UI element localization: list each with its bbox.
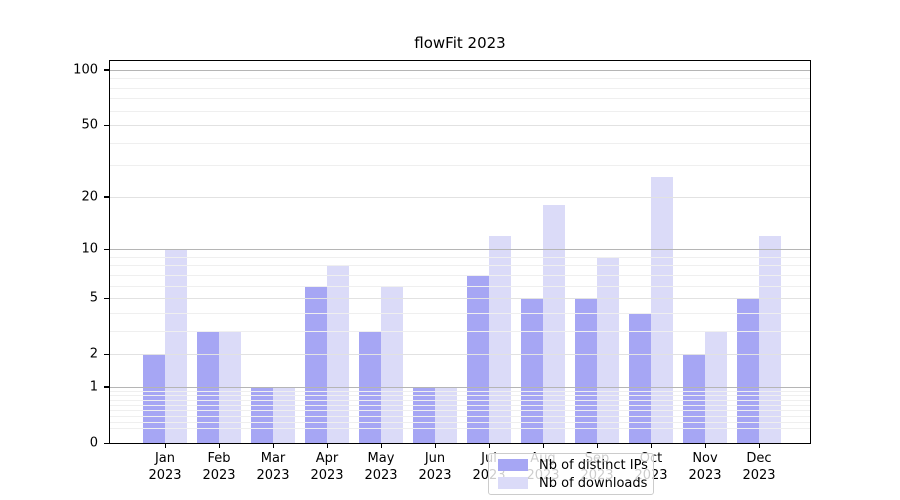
x-tick-label-feb: Feb 2023 [202, 451, 236, 483]
x-tick-nov [704, 443, 706, 448]
y-tick-label-0: 0 [89, 435, 98, 451]
bar-downloads-may [381, 285, 403, 443]
y-tick-label-2: 2 [89, 346, 98, 362]
x-tick-year: 2023 [256, 468, 290, 483]
x-tick-label-dec: Dec 2023 [742, 451, 776, 483]
legend-label-downloads: Nb of downloads [539, 475, 648, 491]
x-tick-year: 2023 [688, 468, 722, 483]
x-tick-year: 2023 [310, 468, 344, 483]
x-tick-jun [434, 443, 436, 448]
bar-distinct-ips-jul [467, 274, 489, 443]
x-tick-may [380, 443, 382, 448]
bar-downloads-aug [543, 205, 565, 443]
x-tick-dec [758, 443, 760, 448]
legend: Nb of distinct IPs Nb of downloads [488, 453, 654, 495]
minor-gridline-0.7 [110, 400, 810, 402]
y-tick-50 [104, 124, 109, 127]
gridline-100 [110, 69, 810, 71]
y-tick-label-100: 100 [73, 62, 98, 78]
minor-gridline-0.5 [110, 410, 810, 412]
gridline-1 [110, 386, 810, 388]
minor-gridline-30 [110, 165, 810, 167]
x-tick-year: 2023 [418, 468, 452, 483]
minor-gridline-7 [110, 274, 810, 276]
y-tick-2 [104, 353, 109, 356]
legend-label-distinct-ips: Nb of distinct IPs [539, 457, 648, 473]
minor-gridline-0.6 [110, 405, 810, 406]
bar-downloads-dec [759, 235, 781, 443]
bar-distinct-ips-aug [521, 298, 543, 443]
minor-gridline-9 [110, 256, 810, 258]
gridline-20 [110, 196, 810, 198]
bar-distinct-ips-sep [575, 298, 597, 443]
x-tick-apr [326, 443, 328, 448]
y-tick-100 [104, 69, 109, 71]
x-tick-label-jun: Jun 2023 [418, 451, 452, 483]
gridline-10 [110, 249, 810, 251]
bar-distinct-ips-oct [629, 312, 651, 443]
y-tick-20 [104, 196, 109, 198]
minor-gridline-0.3 [110, 421, 810, 423]
y-tick-label-5: 5 [89, 290, 98, 306]
y-tick-label-1: 1 [89, 379, 98, 395]
y-tick-5 [104, 297, 109, 300]
legend-item-downloads: Nb of downloads [498, 475, 648, 491]
bar-downloads-jul [489, 235, 511, 443]
x-tick-year: 2023 [202, 468, 236, 483]
y-tick-label-20: 20 [81, 189, 98, 205]
x-tick-label-apr: Apr 2023 [310, 451, 344, 483]
x-tick-jul [488, 443, 490, 448]
x-tick-mar [272, 443, 274, 448]
minor-gridline-60 [110, 110, 810, 112]
minor-gridline-0.4 [110, 415, 810, 417]
minor-gridline-4 [110, 312, 810, 314]
gridline-50 [110, 125, 810, 127]
x-tick-year: 2023 [148, 468, 182, 483]
y-tick-label-10: 10 [81, 241, 98, 257]
bar-downloads-apr [327, 265, 349, 443]
legend-swatch-downloads [498, 477, 528, 489]
minor-gridline-0.2 [110, 428, 810, 430]
x-tick-label-nov: Nov 2023 [688, 451, 722, 483]
minor-gridline-40 [110, 142, 810, 144]
x-tick-label-may: May 2023 [364, 451, 398, 483]
minor-gridline-80 [110, 87, 810, 89]
bar-distinct-ips-dec [737, 298, 759, 443]
x-tick-aug [542, 443, 544, 448]
y-tick-1 [104, 386, 109, 388]
x-tick-oct [650, 443, 652, 448]
y-tick-10 [104, 248, 109, 251]
legend-swatch-distinct-ips [498, 459, 528, 471]
minor-gridline-0.8 [110, 395, 810, 397]
minor-gridline-70 [110, 98, 810, 100]
legend-item-distinct-ips: Nb of distinct IPs [498, 458, 648, 473]
bar-downloads-jan [165, 249, 187, 443]
x-tick-year: 2023 [742, 468, 776, 483]
minor-gridline-3 [110, 330, 810, 332]
minor-gridline-6 [110, 285, 810, 287]
minor-gridline-0.9 [110, 391, 810, 393]
gridline-2 [110, 354, 810, 356]
x-tick-feb [218, 443, 220, 448]
x-tick-jan [164, 443, 166, 448]
bar-downloads-oct [651, 176, 673, 443]
y-tick-label-50: 50 [81, 117, 98, 133]
x-tick-label-mar: Mar 2023 [256, 451, 290, 483]
bar-distinct-ips-apr [305, 285, 327, 443]
y-tick-0 [104, 442, 109, 444]
minor-gridline-90 [110, 78, 810, 80]
plot-area: Nb of distinct IPs Nb of downloads [109, 60, 811, 495]
chart-title: flowFit 2023 [414, 34, 506, 52]
bar-distinct-ips-jan [143, 354, 165, 443]
bar-distinct-ips-nov [683, 354, 705, 443]
x-tick-label-jan: Jan 2023 [148, 451, 182, 483]
x-tick-year: 2023 [364, 468, 398, 483]
minor-gridline-8 [110, 265, 810, 267]
gridline-5 [110, 298, 810, 300]
x-tick-sep [596, 443, 598, 448]
